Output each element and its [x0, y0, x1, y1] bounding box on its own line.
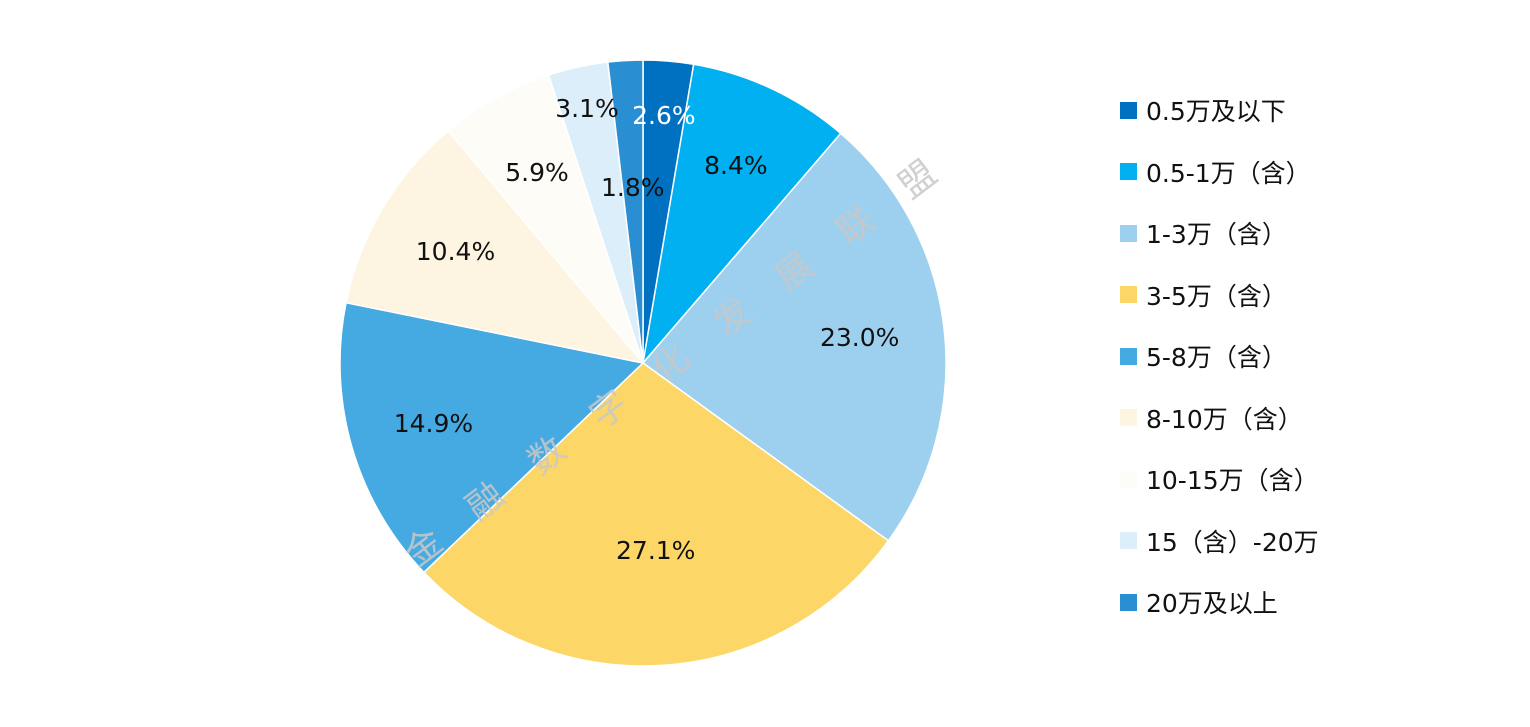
legend-swatch — [1120, 409, 1137, 426]
data-label-7: 5.9% — [505, 158, 569, 187]
legend-swatch — [1120, 593, 1137, 611]
pie-slice-6 — [345, 129, 645, 365]
legend-item-3: 1-3万（含） — [1120, 213, 1287, 253]
pie-slice-2 — [641, 63, 842, 366]
legend-label: 10-15万（含） — [1146, 466, 1319, 495]
legend-label: 15（含）-20万 — [1146, 527, 1319, 557]
legend-swatch — [1120, 532, 1137, 549]
data-label-1: 2.6% — [632, 101, 696, 130]
pie-slices — [339, 59, 947, 667]
legend-swatch — [1120, 224, 1137, 242]
legend-item-7: 10-15万（含） — [1120, 459, 1319, 499]
pie-data-labels: 2.6% 8.4% 23.0% 27.1% 14.9% 10.4% 5.9% 3.1% 1.8% — [394, 94, 900, 565]
legend-item-4: 3-5万（含） — [1120, 275, 1287, 315]
legend-item-2: 0.5-1万（含） — [1120, 152, 1311, 192]
watermark-char: 盟 — [891, 153, 944, 207]
data-label-2: 8.4% — [704, 151, 768, 180]
chart-legend: 0.5万及以下 0.5-1万（含） 1-3万（含） 3-5万（含） 5-8万（含） 8-1… — [1120, 80, 1520, 640]
legend-item-5: 5-8万（含） — [1120, 336, 1287, 376]
legend-swatch — [1120, 347, 1137, 365]
legend-label: 0.5万及以下 — [1146, 97, 1286, 126]
legend-item-8: 15（含）-20万 — [1120, 521, 1319, 561]
legend-swatch — [1120, 101, 1137, 119]
legend-label: 8-10万（含） — [1146, 404, 1303, 434]
pie-slice-5 — [339, 301, 645, 574]
legend-swatch — [1120, 163, 1137, 180]
legend-label: 1-3万（含） — [1146, 220, 1287, 249]
legend-label: 0.5-1万（含） — [1146, 158, 1311, 188]
data-label-4: 27.1% — [616, 536, 695, 565]
legend-swatch — [1120, 470, 1137, 488]
pie-slice-9 — [606, 59, 644, 364]
data-label-6: 10.4% — [416, 237, 495, 266]
data-label-5: 14.9% — [394, 409, 473, 438]
data-label-8: 3.1% — [555, 94, 619, 123]
data-label-9: 1.8% — [601, 173, 665, 202]
data-label-3: 23.0% — [820, 323, 899, 352]
legend-label: 3-5万（含） — [1146, 281, 1287, 311]
legend-item-9: 20万及以上 — [1120, 582, 1278, 622]
legend-item-6: 8-10万（含） — [1120, 398, 1303, 438]
legend-label: 20万及以上 — [1146, 589, 1278, 618]
pie-slice-3 — [641, 132, 947, 542]
legend-swatch — [1120, 286, 1137, 303]
legend-item-1: 0.5万及以下 — [1120, 90, 1286, 130]
legend-label: 5-8万（含） — [1146, 343, 1287, 372]
pie-slice-4 — [422, 362, 890, 667]
